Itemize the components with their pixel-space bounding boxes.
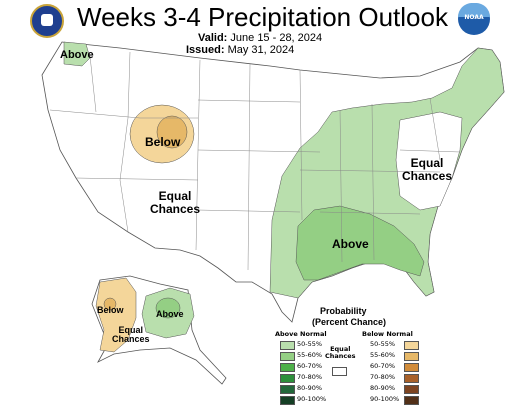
above-dark-southeast xyxy=(295,205,425,281)
above-nw-region xyxy=(63,41,91,67)
legend-label-below-5: 90-100% xyxy=(370,395,400,403)
legend-swatch-above-0 xyxy=(280,341,295,350)
alaska-above-dark xyxy=(155,297,181,319)
valid-dates: June 15 - 28, 2024 xyxy=(230,32,323,44)
legend-title: Probability xyxy=(320,306,367,316)
legend-label-below-4: 80-90% xyxy=(370,384,396,392)
legend-swatch-below-4 xyxy=(404,385,419,394)
legend-swatch-above-4 xyxy=(280,385,295,394)
legend-label-above-4: 80-90% xyxy=(297,384,323,392)
page-title: Weeks 3-4 Precipitation Outlook xyxy=(77,2,448,32)
equal-east-region xyxy=(395,111,463,211)
legend-label-above-2: 60-70% xyxy=(297,362,323,370)
legend-equal-label: Equal Chances xyxy=(325,345,356,361)
legend-swatch-below-1 xyxy=(404,352,419,361)
legend-label-above-0: 50-55% xyxy=(297,340,323,348)
legend-swatch-below-0 xyxy=(404,341,419,350)
doc-seal-icon xyxy=(30,4,64,38)
legend-swatch-above-3 xyxy=(280,374,295,383)
label-below-rockies: Below xyxy=(145,135,181,149)
legend-label-below-0: 50-55% xyxy=(370,340,396,348)
issued-label: Issued: xyxy=(186,44,225,56)
label-alaska-equal: Equal Chances xyxy=(112,325,150,345)
alaska-below-dark xyxy=(103,297,117,311)
alaska-below-region xyxy=(95,277,137,353)
legend-label-below-2: 60-70% xyxy=(370,362,396,370)
legend-label-below-1: 55-60% xyxy=(370,351,396,359)
legend-swatch-below-3 xyxy=(404,374,419,383)
legend-swatch-above-1 xyxy=(280,352,295,361)
issued-line: Issued: May 31, 2024 xyxy=(186,44,294,56)
legend-above-header: Above Normal xyxy=(275,330,327,338)
valid-label: Valid: xyxy=(198,32,228,44)
issued-date: May 31, 2024 xyxy=(227,44,295,56)
label-equal-west: Equal Chances xyxy=(150,189,201,216)
below-dark-rockies xyxy=(156,115,188,149)
legend-swatch-below-2 xyxy=(404,363,419,372)
noaa-logo-icon: NOAA xyxy=(458,3,490,35)
legend-label-above-5: 90-100% xyxy=(297,395,327,403)
legend-swatch-below-5 xyxy=(404,396,419,405)
legend-below-header: Below Normal xyxy=(362,330,413,338)
legend-subtitle: (Percent Chance) xyxy=(312,317,387,327)
label-above-nw: Above xyxy=(60,49,94,61)
legend-swatch-above-5 xyxy=(280,396,295,405)
legend-label-above-3: 70-80% xyxy=(297,373,323,381)
label-alaska-below: Below xyxy=(97,305,124,315)
legend-swatch-above-2 xyxy=(280,363,295,372)
label-alaska-above: Above xyxy=(156,309,184,319)
valid-line: Valid: June 15 - 28, 2024 xyxy=(198,32,322,44)
label-equal-east: Equal Chances xyxy=(402,156,453,183)
label-above-southeast: Above xyxy=(332,237,369,251)
legend-swatch-equal xyxy=(332,367,347,376)
legend-label-above-1: 55-60% xyxy=(297,351,323,359)
legend-label-below-3: 70-80% xyxy=(370,373,396,381)
noaa-text: NOAA xyxy=(464,14,484,21)
state-boundaries xyxy=(49,51,461,271)
